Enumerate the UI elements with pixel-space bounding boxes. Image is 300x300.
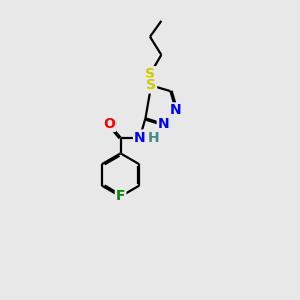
Text: N: N: [134, 130, 146, 145]
Text: O: O: [103, 117, 115, 131]
Text: N: N: [170, 103, 182, 117]
Text: N: N: [158, 117, 170, 131]
Text: F: F: [116, 189, 125, 203]
Text: H: H: [148, 130, 159, 145]
Text: S: S: [145, 67, 155, 81]
Text: S: S: [146, 78, 156, 92]
